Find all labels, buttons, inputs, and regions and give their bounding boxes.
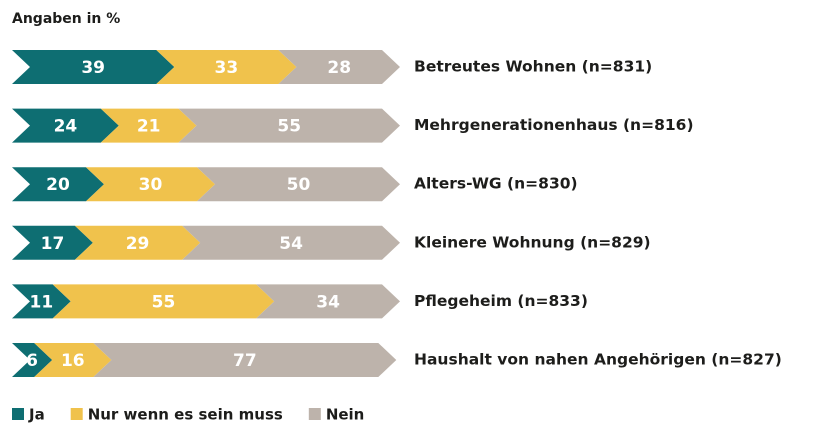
bar-segment — [12, 108, 119, 143]
value-label: 17 — [41, 234, 65, 254]
value-label: 34 — [316, 292, 340, 312]
bar-segment — [256, 284, 400, 319]
value-label: 55 — [152, 292, 176, 312]
bar-segment — [182, 225, 400, 260]
bar-segment — [12, 167, 104, 202]
value-label: 20 — [46, 175, 70, 195]
category-label: Mehrgenerationenhaus (n=816) — [414, 116, 694, 134]
bar-segment — [156, 50, 297, 84]
category-label: Betreutes Wohnen (n=831) — [414, 58, 652, 76]
bar-segment — [12, 284, 71, 319]
bar-segment — [178, 108, 400, 143]
bar-segment — [52, 284, 275, 319]
value-label: 29 — [126, 234, 150, 254]
value-label: 11 — [30, 292, 54, 312]
bar-segment — [93, 343, 397, 377]
value-label: 28 — [327, 58, 351, 78]
category-label: Haushalt von nahen Angehörigen (n=827) — [414, 351, 782, 369]
bar-segment — [197, 167, 400, 202]
bar-segment — [278, 50, 400, 84]
value-label: 6 — [26, 351, 38, 371]
value-label: 50 — [287, 175, 311, 195]
value-label: 24 — [54, 117, 78, 137]
value-label: 54 — [279, 234, 303, 254]
value-label: 30 — [139, 175, 163, 195]
category-label: Kleinere Wohnung (n=829) — [414, 233, 651, 251]
value-label: 16 — [61, 351, 85, 371]
legend-label: Nur wenn es sein muss — [88, 406, 283, 424]
category-label: Alters-WG (n=830) — [414, 175, 578, 193]
legend-swatch — [12, 408, 24, 420]
chart-title: Angaben in % — [12, 11, 120, 27]
value-label: 77 — [233, 351, 257, 371]
value-label: 55 — [277, 117, 301, 137]
legend-swatch — [308, 408, 321, 420]
bar-segment — [74, 225, 201, 260]
value-label: 33 — [215, 58, 239, 78]
legend-label: Ja — [28, 406, 45, 424]
bar-segment — [12, 225, 93, 260]
legend-swatch — [70, 408, 83, 420]
category-label: Pflegeheim (n=833) — [414, 292, 588, 310]
bar-segment — [100, 108, 197, 143]
value-label: 39 — [81, 58, 105, 78]
value-label: 21 — [137, 117, 161, 137]
legend-label: Nein — [326, 406, 365, 424]
bar-segment — [86, 167, 215, 202]
bar-segment — [12, 343, 53, 377]
bar-segment — [12, 50, 175, 84]
bar-segment — [34, 343, 112, 377]
